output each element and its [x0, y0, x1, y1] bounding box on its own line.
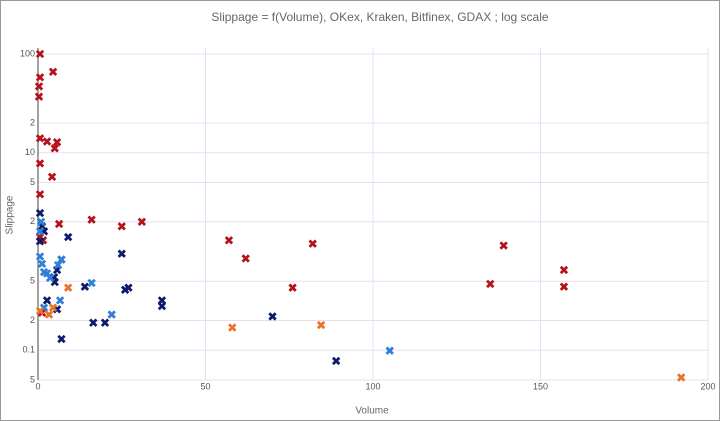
x-tick-label: 0 — [35, 381, 40, 391]
marker — [34, 82, 44, 91]
marker — [48, 67, 58, 77]
marker — [331, 356, 341, 366]
x-tick-label: 200 — [700, 381, 715, 391]
marker — [63, 283, 73, 292]
marker — [55, 296, 65, 305]
marker — [224, 236, 234, 245]
marker — [42, 137, 52, 146]
marker — [35, 134, 45, 143]
marker — [241, 254, 250, 263]
marker — [57, 334, 66, 344]
marker — [486, 279, 495, 289]
marker — [385, 346, 394, 355]
y-tick-label: 5 — [30, 276, 35, 286]
marker — [120, 285, 130, 294]
marker — [35, 227, 45, 236]
marker — [42, 296, 52, 305]
marker — [52, 137, 62, 147]
marker — [117, 249, 126, 258]
marker — [559, 265, 569, 275]
marker — [35, 237, 45, 246]
x-axis-title: Volume — [355, 406, 389, 417]
marker — [89, 318, 98, 327]
y-tick-label: 2 — [30, 117, 35, 127]
y-axis-title: Slippage — [5, 195, 16, 234]
marker — [80, 282, 90, 291]
marker — [35, 306, 45, 316]
marker — [499, 241, 508, 250]
y-tick-label: 100 — [20, 48, 35, 58]
marker — [35, 159, 45, 168]
marker — [100, 318, 110, 327]
marker — [316, 320, 326, 330]
y-tick-label: 2 — [30, 315, 35, 325]
marker — [87, 215, 96, 224]
marker — [37, 259, 47, 269]
marker — [34, 92, 44, 101]
marker — [35, 208, 45, 218]
marker — [48, 303, 58, 312]
marker — [228, 323, 237, 332]
marker — [137, 217, 147, 226]
marker — [50, 144, 59, 153]
marker — [44, 310, 54, 319]
marker — [87, 278, 96, 288]
y-tick-label: 5 — [30, 177, 35, 187]
x-tick-label: 100 — [365, 381, 380, 391]
y-tick-label: 0.1 — [22, 345, 35, 355]
marker — [308, 239, 317, 248]
marker — [35, 190, 45, 199]
marker — [288, 283, 297, 292]
y-tick-label: 2 — [30, 216, 35, 226]
y-tick-label: 10 — [25, 147, 35, 157]
marker — [157, 301, 167, 311]
marker — [117, 222, 126, 231]
chart-title: Slippage = f(Volume), OKex, Kraken, Bitf… — [211, 10, 548, 24]
marker — [559, 282, 569, 291]
marker — [35, 73, 45, 82]
marker — [54, 219, 64, 229]
marker — [107, 310, 116, 319]
marker — [53, 260, 63, 270]
y-tick-label: 5 — [30, 374, 35, 384]
marker — [35, 252, 45, 261]
x-tick-label: 50 — [200, 381, 210, 391]
marker — [45, 273, 55, 283]
marker — [57, 255, 66, 264]
x-tick-label: 150 — [533, 381, 548, 391]
marker — [36, 217, 46, 226]
marker — [35, 49, 45, 59]
marker — [677, 373, 686, 382]
marker — [63, 232, 73, 242]
marker — [268, 312, 277, 321]
marker — [47, 172, 57, 182]
